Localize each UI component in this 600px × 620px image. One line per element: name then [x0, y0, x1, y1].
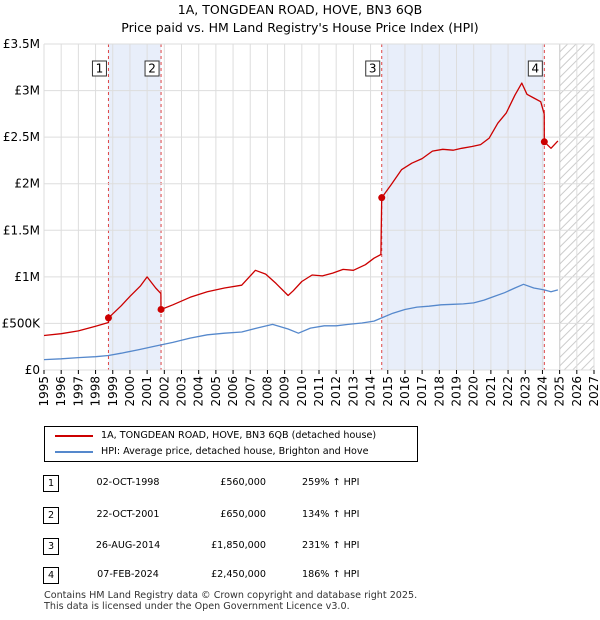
legend-swatch-hpi [55, 451, 93, 453]
x-tick-label: 2003 [175, 376, 189, 407]
footer-licence: This data is licensed under the Open Gov… [44, 601, 350, 612]
x-tick-label: 1997 [71, 376, 85, 407]
x-tick-label: 2026 [570, 376, 584, 407]
x-tick-label: 2005 [209, 376, 223, 407]
x-tick-label: 2002 [157, 376, 171, 407]
row-number-badge: 2 [43, 507, 59, 524]
ownership-period-shade [108, 44, 162, 370]
x-tick-label: 2008 [260, 376, 274, 407]
x-tick-label: 1996 [54, 376, 68, 407]
y-tick-label: £0 [25, 363, 40, 377]
x-tick-label: 2018 [432, 376, 446, 407]
table-row: 1 02-OCT-1998 £560,000 259% ↑ HPI [0, 475, 600, 495]
x-tick-label: 2007 [243, 376, 257, 407]
sale-date: 22-OCT-2001 [96, 509, 160, 520]
sale-point [378, 194, 386, 202]
x-tick-label: 2001 [140, 376, 154, 407]
sale-price: £2,450,000 [211, 569, 266, 580]
x-tick-label: 2009 [278, 376, 292, 407]
x-tick-label: 2012 [329, 376, 343, 407]
sale-label-box [365, 60, 381, 77]
sale-date: 02-OCT-1998 [96, 477, 160, 488]
chart-title: 1A, TONGDEAN ROAD, HOVE, BN3 6QB [177, 2, 423, 17]
table-row: 4 07-FEB-2024 £2,450,000 186% ↑ HPI [0, 567, 600, 587]
sale-point [104, 314, 112, 322]
x-tick-label: 2019 [450, 376, 464, 407]
y-tick-label: £3.5M [3, 37, 40, 51]
x-tick-label: 2025 [553, 376, 567, 407]
sale-point [540, 138, 548, 146]
legend-label-hpi: HPI: Average price, detached house, Brig… [101, 446, 369, 457]
x-tick-label: 2015 [381, 376, 395, 407]
sale-label-number: 4 [532, 62, 540, 76]
x-tick-label: 1995 [37, 376, 51, 407]
sale-date: 26-AUG-2014 [95, 540, 161, 551]
x-tick-label: 2013 [346, 376, 360, 407]
row-number-badge: 3 [43, 538, 59, 555]
x-tick-label: 2020 [467, 376, 481, 407]
x-tick-label: 2016 [398, 376, 412, 407]
x-tick-label: 2004 [192, 376, 206, 407]
hpi-line [43, 283, 559, 361]
sale-label-box [527, 60, 543, 77]
sale-label-box [91, 60, 107, 77]
x-tick-label: 2014 [364, 376, 378, 407]
table-row: 3 26-AUG-2014 £1,850,000 231% ↑ HPI [0, 538, 600, 558]
row-number-badge: 4 [43, 567, 59, 584]
x-tick-label: 2023 [518, 376, 532, 407]
x-tick-label: 2011 [312, 376, 326, 407]
property-price-line [43, 82, 559, 337]
hpi-change: 259% ↑ HPI [302, 477, 360, 488]
ownership-period-shade [381, 44, 545, 370]
sale-price: £1,850,000 [211, 540, 266, 551]
sale-label-box [144, 60, 160, 77]
grid [43, 43, 595, 371]
y-tick-label: £500K [2, 316, 42, 330]
x-tick-label: 2000 [123, 376, 137, 407]
sale-markers: 1 2 3 4 [91, 60, 548, 322]
legend: 1A, TONGDEAN ROAD, HOVE, BN3 6QB (detach… [44, 426, 418, 462]
y-tick-label: £1.5M [3, 223, 40, 237]
x-tick-label: 2017 [415, 376, 429, 407]
y-tick-label: £1M [14, 270, 40, 284]
x-tick-label: 2024 [535, 376, 549, 407]
x-tick-label: 2027 [587, 376, 600, 407]
footer-copyright: Contains HM Land Registry data © Crown c… [44, 590, 418, 601]
legend-label-property: 1A, TONGDEAN ROAD, HOVE, BN3 6QB (detach… [101, 430, 377, 441]
sale-label-number: 3 [369, 62, 377, 76]
hpi-change: 186% ↑ HPI [302, 569, 360, 580]
y-tick-label: £2.5M [3, 130, 40, 144]
sale-label-number: 1 [96, 62, 104, 76]
row-number-badge: 1 [43, 475, 59, 492]
legend-swatch-property [55, 435, 93, 437]
sale-price: £560,000 [220, 477, 266, 488]
chart-subtitle: Price paid vs. HM Land Registry's House … [121, 20, 479, 35]
sale-point [157, 305, 165, 313]
sale-price: £650,000 [220, 509, 266, 520]
sale-date: 07-FEB-2024 [97, 569, 159, 580]
series [43, 82, 559, 361]
x-tick-label: 2022 [501, 376, 515, 407]
x-tick-label: 1999 [106, 376, 120, 407]
x-tick-label: 2021 [484, 376, 498, 407]
sale-label-number: 2 [148, 62, 156, 76]
table-row: 2 22-OCT-2001 £650,000 134% ↑ HPI [0, 507, 600, 527]
hpi-change: 134% ↑ HPI [302, 509, 360, 520]
x-tick-label: 2006 [226, 376, 240, 407]
hpi-change: 231% ↑ HPI [302, 540, 360, 551]
x-tick-label: 2010 [295, 376, 309, 407]
price-chart: 1 2 3 4 £0 £500K £1M £1.5M £2M £2.5M £3M £3.5M 1995… [2, 37, 600, 407]
x-tick-label: 1998 [89, 376, 103, 407]
y-tick-label: £3M [14, 84, 40, 98]
y-tick-label: £2M [14, 177, 40, 191]
